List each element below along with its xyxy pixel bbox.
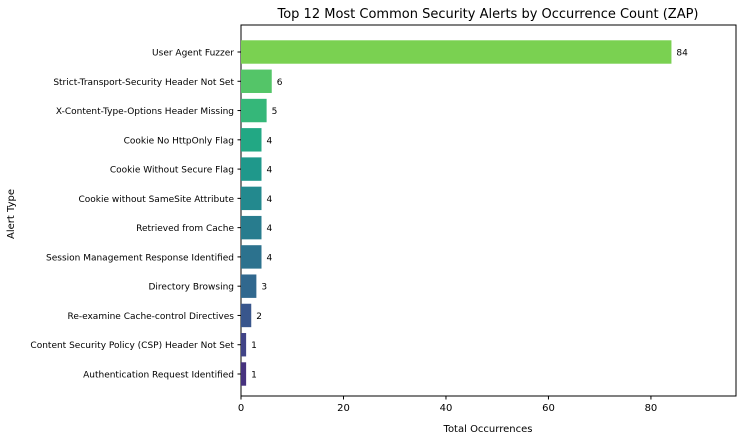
bar — [241, 274, 257, 298]
category-label: Cookie No HttpOnly Flag — [124, 136, 234, 146]
category-label: Re-examine Cache-control Directives — [67, 312, 234, 322]
category-label: Cookie Without Secure Flag — [110, 166, 234, 176]
x-tick-label: 80 — [645, 403, 658, 414]
x-tick-label: 40 — [440, 403, 453, 414]
bar — [241, 215, 262, 240]
data-label: 2 — [256, 312, 262, 322]
x-tick-label: 60 — [542, 403, 555, 414]
x-axis-label: Total Occurrences — [443, 424, 533, 435]
x-tick-label: 20 — [337, 403, 350, 414]
data-label: 1 — [251, 371, 257, 381]
data-label: 4 — [266, 195, 272, 205]
category-label: Session Management Response Identified — [46, 253, 234, 263]
category-label: Retrieved from Cache — [136, 224, 234, 234]
x-axis-ticks: 0 20 40 60 80 — [238, 396, 657, 414]
data-label: 4 — [266, 253, 272, 263]
chart-title: Top 12 Most Common Security Alerts by Oc… — [276, 7, 698, 22]
data-label: 4 — [266, 166, 272, 176]
category-label: Cookie without SameSite Attribute — [78, 195, 234, 205]
bar — [241, 186, 262, 211]
bar — [241, 245, 262, 269]
bar — [241, 40, 672, 64]
bar — [241, 128, 262, 152]
bars-group — [241, 40, 672, 386]
x-tick-label: 0 — [238, 403, 244, 414]
category-label: User Agent Fuzzer — [152, 49, 234, 59]
data-label: 1 — [251, 341, 257, 351]
data-label: 3 — [261, 283, 267, 293]
data-label: 4 — [266, 136, 272, 146]
category-labels: User Agent Fuzzer Strict-Transport-Securi… — [30, 49, 241, 381]
bar — [241, 362, 247, 386]
bar — [241, 333, 247, 357]
category-label: X-Content-Type-Options Header Missing — [56, 107, 234, 117]
data-label: 84 — [676, 49, 688, 59]
y-axis-label: Alert Type — [6, 189, 17, 239]
category-label: Content Security Policy (CSP) Header Not… — [30, 341, 234, 351]
bar — [241, 98, 267, 123]
category-label: Authentication Request Identified — [83, 371, 234, 381]
category-label: Directory Browsing — [149, 283, 235, 293]
data-label: 5 — [272, 107, 278, 117]
bar — [241, 157, 262, 181]
bar — [241, 69, 272, 93]
plot-frame — [240, 24, 737, 397]
category-label: Strict-Transport-Security Header Not Set — [53, 78, 234, 88]
data-label: 4 — [266, 224, 272, 234]
bar — [241, 303, 252, 328]
value-labels: 84 6 5 4 4 4 4 4 3 2 1 1 — [251, 49, 688, 381]
plot-area — [240, 24, 737, 397]
data-label: 6 — [277, 78, 283, 88]
